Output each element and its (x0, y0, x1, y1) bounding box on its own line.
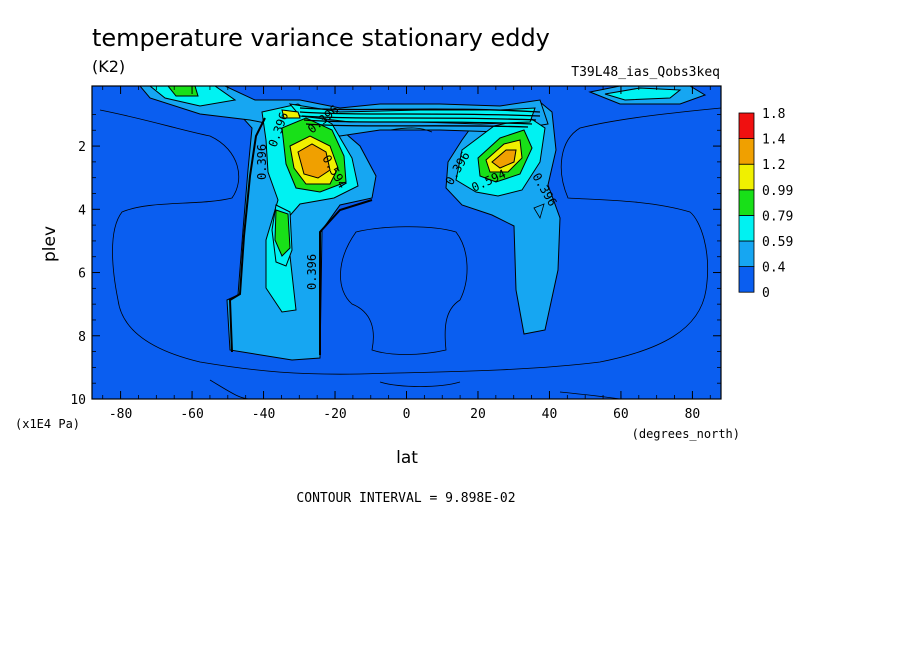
y-tick-label: 2 (78, 140, 86, 155)
colorbar-level-label: 0.59 (762, 235, 793, 250)
x-tick-label: 80 (685, 407, 701, 422)
x-tick-label: 40 (542, 407, 558, 422)
y-axis: 2 4 6 8 10 (70, 114, 721, 408)
plot-area (92, 86, 721, 399)
contour-lines-top-band (299, 107, 541, 128)
colorbar-swatch (738, 189, 755, 216)
x-units-label: (degrees_north) (632, 427, 740, 441)
colorbar-swatch (738, 112, 755, 140)
x-tick-label: 0 (403, 407, 411, 422)
y-tick-label: 6 (78, 267, 86, 282)
x-tick-label: -80 (109, 407, 132, 422)
contour-line-0396-left (228, 117, 373, 355)
colorbar-swatch (738, 138, 755, 165)
colorbar-swatch (738, 163, 755, 191)
colorbar-level-label: 0.79 (762, 209, 793, 224)
colorbar: 0 0.4 0.59 0.79 0.99 1.2 1.4 1.8 (738, 107, 793, 301)
colorbar-swatch (738, 240, 755, 268)
colorbar-level-label: 0.4 (762, 261, 786, 276)
colorbar-level-label: 1.4 (762, 133, 786, 148)
x-tick-label: -40 (252, 407, 275, 422)
y-tick-label: 8 (78, 330, 86, 345)
y-axis-label: plev (40, 226, 60, 262)
contour-interval-footer: CONTOUR INTERVAL = 9.898E-02 (296, 491, 515, 506)
y-units-label: (x1E4 Pa) (15, 417, 80, 431)
contour-fill-top-band (139, 86, 549, 137)
y-tick-label: 10 (70, 393, 86, 408)
contour-label: 0.396 (305, 254, 319, 290)
contour-fill-band-yellow (281, 109, 301, 119)
x-tick-label: -20 (323, 407, 346, 422)
x-tick-label: 20 (470, 407, 486, 422)
y-tick-label: 4 (78, 203, 86, 218)
contour-fill-right-orange (491, 149, 517, 169)
contour-fill-left-orange (297, 143, 331, 179)
contour-fill-lowleft-green (274, 209, 291, 257)
x-tick-label: -60 (180, 407, 203, 422)
units-label: (K2) (92, 57, 125, 76)
colorbar-swatch (738, 266, 755, 293)
colorbar-level-label: 1.2 (762, 158, 785, 173)
x-axis-label: lat (396, 448, 418, 468)
contour-fill-top-right-cyan (604, 87, 682, 101)
run-label: T39L48_ias_Qobs3keq (571, 65, 720, 80)
field-background (92, 86, 721, 399)
colorbar-swatch (738, 214, 755, 242)
contour-fill-top-green (167, 86, 199, 97)
colorbar-level-label: 0.99 (762, 184, 793, 199)
chart-title: temperature variance stationary eddy (92, 24, 550, 52)
x-axis: -80 -60 -40 -20 0 20 40 60 80 (102, 86, 711, 422)
colorbar-level-label: 0 (762, 286, 770, 301)
colorbar-level-label: 1.8 (762, 107, 785, 122)
x-tick-label: 60 (613, 407, 629, 422)
contour-label: 0.396 (255, 144, 269, 180)
